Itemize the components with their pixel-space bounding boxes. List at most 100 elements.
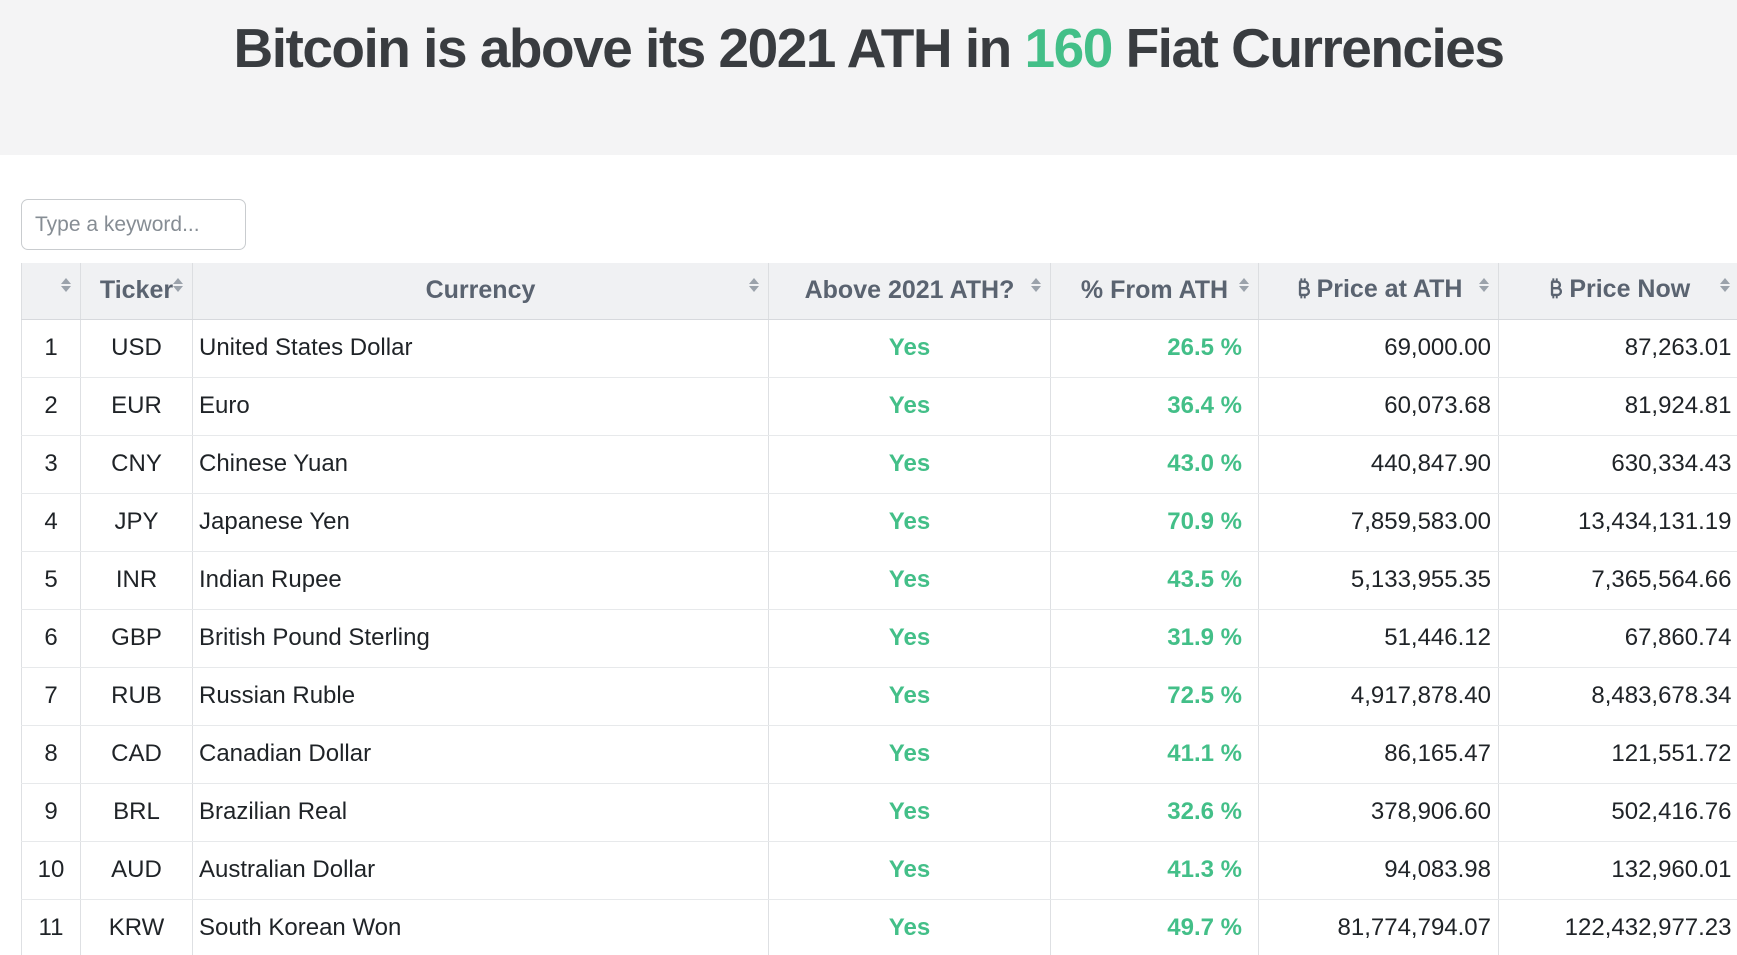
currency-table: Ticker Currency Above 2021 ATH? % From A… (21, 263, 1737, 955)
price-now-cell: 7,365,564.66 (1498, 551, 1737, 610)
sort-arrows-icon (1031, 278, 1041, 292)
row-index-cell: 9 (21, 783, 81, 842)
sort-arrows-icon (749, 278, 759, 292)
table-row: 9 BRL Brazilian Real Yes 32.6 % 378,906.… (21, 783, 1737, 842)
price-at-ath-cell: 86,165.47 (1258, 725, 1499, 784)
search-input[interactable] (21, 199, 246, 250)
ticker-cell: CNY (80, 435, 193, 494)
page-title-prefix: Bitcoin is above its 2021 ATH in (233, 17, 1013, 79)
pct-from-ath-cell: 72.5 % (1050, 667, 1259, 726)
pct-from-ath-cell: 70.9 % (1050, 493, 1259, 552)
price-now-cell: 122,432,977.23 (1498, 899, 1737, 955)
price-now-cell: 630,334.43 (1498, 435, 1737, 494)
currency-name-cell: South Korean Won (192, 899, 769, 955)
currency-name-cell: Brazilian Real (192, 783, 769, 842)
page-title: Bitcoin is above its 2021 ATH in 160 Fia… (0, 0, 1737, 80)
price-at-ath-cell: 81,774,794.07 (1258, 899, 1499, 955)
bitcoin-icon (1551, 278, 1563, 299)
table-row: 10 AUD Australian Dollar Yes 41.3 % 94,0… (21, 841, 1737, 900)
row-index-cell: 10 (21, 841, 81, 900)
table-row: 6 GBP British Pound Sterling Yes 31.9 % … (21, 609, 1737, 668)
column-header-ticker[interactable]: Ticker (80, 263, 193, 320)
price-at-ath-cell: 440,847.90 (1258, 435, 1499, 494)
column-header-above-ath[interactable]: Above 2021 ATH? (768, 263, 1051, 320)
row-index-cell: 3 (21, 435, 81, 494)
price-now-cell: 8,483,678.34 (1498, 667, 1737, 726)
price-at-ath-cell: 378,906.60 (1258, 783, 1499, 842)
table-row: 7 RUB Russian Ruble Yes 72.5 % 4,917,878… (21, 667, 1737, 726)
ticker-cell: JPY (80, 493, 193, 552)
ticker-cell: EUR (80, 377, 193, 436)
price-at-ath-cell: 60,073.68 (1258, 377, 1499, 436)
currency-name-cell: Australian Dollar (192, 841, 769, 900)
currency-count: 160 (1024, 17, 1114, 79)
pct-from-ath-cell: 31.9 % (1050, 609, 1259, 668)
sort-arrows-icon (1479, 278, 1489, 292)
table-body: 1 USD United States Dollar Yes 26.5 % 69… (21, 319, 1737, 955)
price-at-ath-cell: 94,083.98 (1258, 841, 1499, 900)
currency-name-cell: British Pound Sterling (192, 609, 769, 668)
column-header-price-at-ath[interactable]: Price at ATH (1258, 263, 1499, 320)
price-at-ath-cell: 5,133,955.35 (1258, 551, 1499, 610)
currency-name-cell: Chinese Yuan (192, 435, 769, 494)
above-ath-cell: Yes (768, 667, 1051, 726)
row-index-cell: 8 (21, 725, 81, 784)
bitcoin-icon (1298, 278, 1310, 299)
ticker-cell: RUB (80, 667, 193, 726)
column-header-currency[interactable]: Currency (192, 263, 769, 320)
row-index-cell: 11 (21, 899, 81, 955)
above-ath-cell: Yes (768, 725, 1051, 784)
row-index-cell: 4 (21, 493, 81, 552)
column-header-index[interactable] (21, 263, 81, 320)
pct-from-ath-cell: 26.5 % (1050, 319, 1259, 378)
pct-from-ath-cell: 43.0 % (1050, 435, 1259, 494)
row-index-cell: 5 (21, 551, 81, 610)
ticker-cell: KRW (80, 899, 193, 955)
above-ath-cell: Yes (768, 899, 1051, 955)
pct-from-ath-cell: 32.6 % (1050, 783, 1259, 842)
above-ath-cell: Yes (768, 783, 1051, 842)
row-index-cell: 6 (21, 609, 81, 668)
price-now-cell: 13,434,131.19 (1498, 493, 1737, 552)
pct-from-ath-cell: 41.1 % (1050, 725, 1259, 784)
sort-arrows-icon (61, 278, 71, 292)
row-index-cell: 2 (21, 377, 81, 436)
price-at-ath-cell: 51,446.12 (1258, 609, 1499, 668)
above-ath-cell: Yes (768, 493, 1051, 552)
ticker-cell: CAD (80, 725, 193, 784)
currency-name-cell: Canadian Dollar (192, 725, 769, 784)
column-header-price-now[interactable]: Price Now (1498, 263, 1737, 320)
price-now-cell: 81,924.81 (1498, 377, 1737, 436)
above-ath-cell: Yes (768, 319, 1051, 378)
price-now-cell: 121,551.72 (1498, 725, 1737, 784)
price-now-cell: 502,416.76 (1498, 783, 1737, 842)
above-ath-cell: Yes (768, 435, 1051, 494)
currency-name-cell: Russian Ruble (192, 667, 769, 726)
page-title-suffix: Fiat Currencies (1125, 17, 1505, 79)
above-ath-cell: Yes (768, 841, 1051, 900)
ticker-cell: INR (80, 551, 193, 610)
table-header-row: Ticker Currency Above 2021 ATH? % From A… (21, 263, 1737, 320)
currency-name-cell: Japanese Yen (192, 493, 769, 552)
pct-from-ath-cell: 49.7 % (1050, 899, 1259, 955)
currency-name-cell: Indian Rupee (192, 551, 769, 610)
main-content: Ticker Currency Above 2021 ATH? % From A… (0, 199, 1737, 955)
price-at-ath-cell: 69,000.00 (1258, 319, 1499, 378)
price-now-cell: 132,960.01 (1498, 841, 1737, 900)
sort-arrows-icon (173, 278, 183, 292)
currency-name-cell: Euro (192, 377, 769, 436)
above-ath-cell: Yes (768, 609, 1051, 668)
sort-arrows-icon (1719, 278, 1730, 292)
column-header-pct-from-ath[interactable]: % From ATH (1050, 263, 1259, 320)
table-row: 4 JPY Japanese Yen Yes 70.9 % 7,859,583.… (21, 493, 1737, 552)
price-at-ath-cell: 4,917,878.40 (1258, 667, 1499, 726)
table-row: 5 INR Indian Rupee Yes 43.5 % 5,133,955.… (21, 551, 1737, 610)
price-at-ath-cell: 7,859,583.00 (1258, 493, 1499, 552)
hero-band: Bitcoin is above its 2021 ATH in 160 Fia… (0, 0, 1737, 155)
table-row: 11 KRW South Korean Won Yes 49.7 % 81,77… (21, 899, 1737, 955)
ticker-cell: USD (80, 319, 193, 378)
table-row: 8 CAD Canadian Dollar Yes 41.1 % 86,165.… (21, 725, 1737, 784)
table-row: 1 USD United States Dollar Yes 26.5 % 69… (21, 319, 1737, 378)
pct-from-ath-cell: 43.5 % (1050, 551, 1259, 610)
